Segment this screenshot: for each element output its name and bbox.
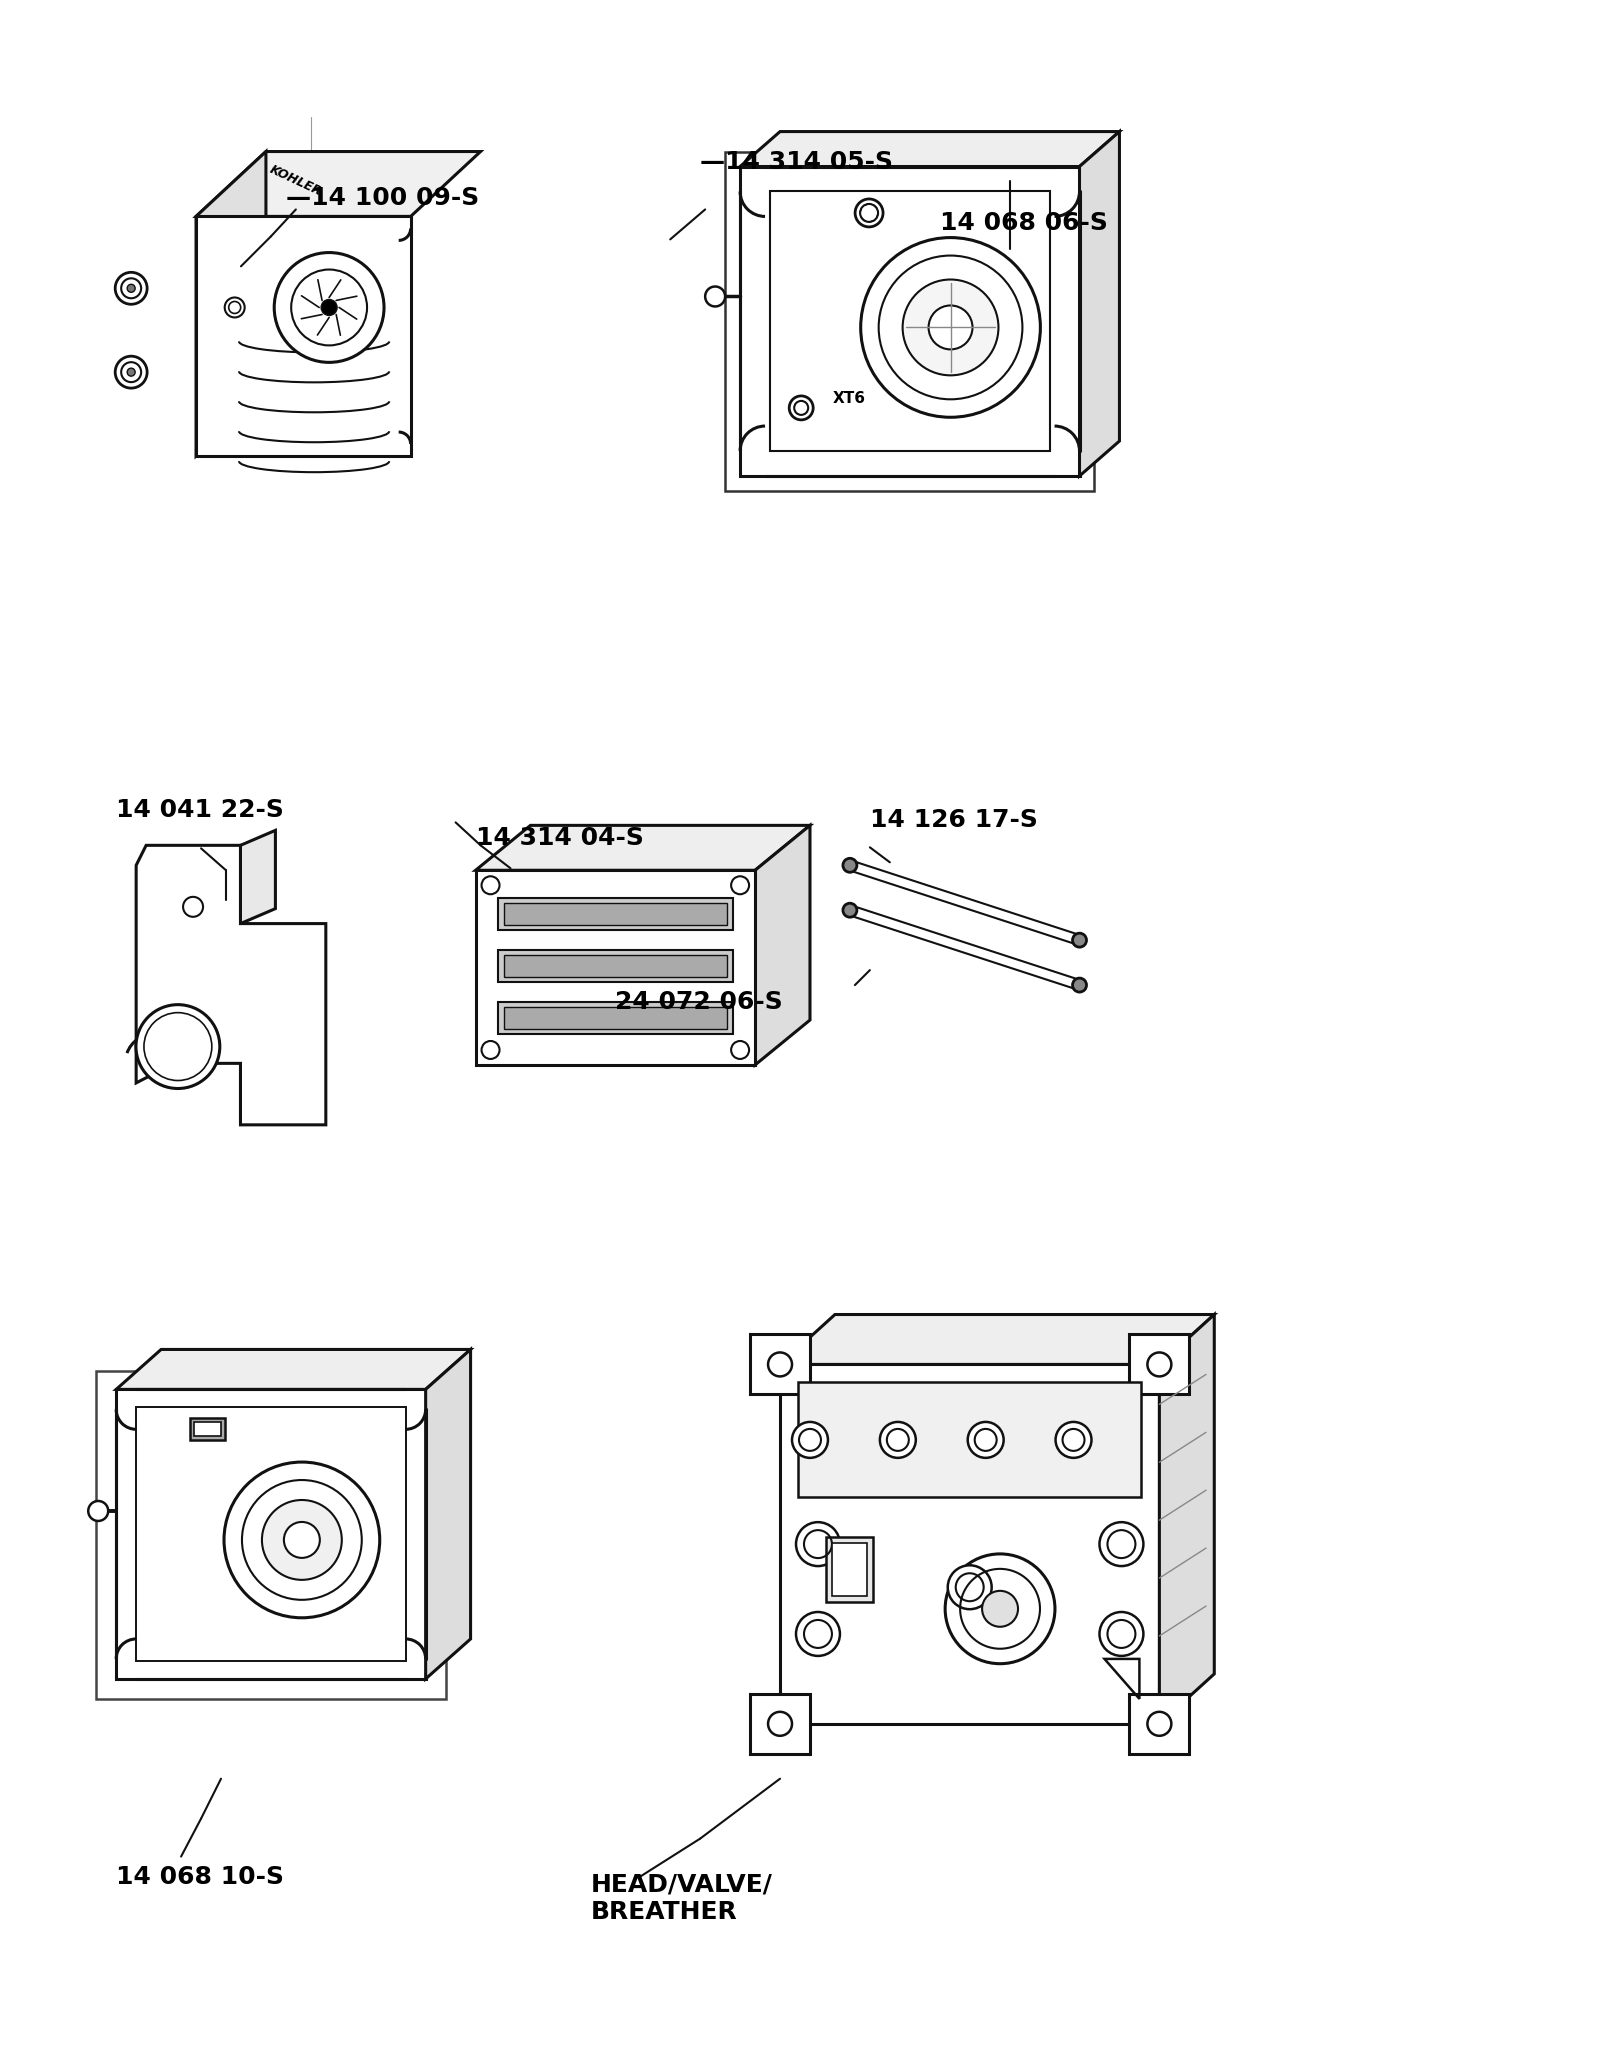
Bar [190, 1418, 226, 1441]
Polygon shape [197, 151, 266, 455]
Text: 14 314 04-S: 14 314 04-S [475, 826, 643, 851]
Circle shape [1099, 1521, 1144, 1567]
Circle shape [126, 368, 134, 377]
Bar [725, 151, 1094, 491]
Polygon shape [741, 166, 1080, 476]
Circle shape [902, 279, 998, 375]
Circle shape [947, 1565, 992, 1608]
Circle shape [982, 1592, 1018, 1627]
Circle shape [789, 395, 813, 420]
Circle shape [843, 903, 858, 917]
Circle shape [928, 306, 973, 350]
Polygon shape [781, 1314, 1214, 1364]
Polygon shape [475, 826, 810, 869]
Circle shape [792, 1422, 827, 1457]
Circle shape [1147, 1712, 1171, 1737]
Text: 14 068 10-S: 14 068 10-S [117, 1865, 285, 1888]
Text: —14 100 09-S: —14 100 09-S [286, 186, 478, 211]
Polygon shape [197, 151, 480, 217]
Bar [504, 1006, 726, 1029]
Circle shape [224, 1461, 379, 1619]
Text: 14 041 22-S: 14 041 22-S [117, 799, 285, 822]
Circle shape [1056, 1422, 1091, 1457]
Text: —14 314 05-S: —14 314 05-S [701, 149, 893, 174]
Polygon shape [755, 826, 810, 1064]
Polygon shape [750, 1693, 810, 1753]
Bar [504, 903, 726, 925]
Polygon shape [136, 845, 326, 1124]
Text: XT6: XT6 [832, 391, 866, 406]
Circle shape [1072, 934, 1086, 948]
Circle shape [291, 269, 366, 346]
Polygon shape [1130, 1693, 1189, 1753]
Text: KOHLER: KOHLER [267, 164, 323, 199]
Circle shape [1099, 1613, 1144, 1656]
Bar [498, 1002, 733, 1035]
Circle shape [482, 1041, 499, 1060]
Circle shape [115, 273, 147, 304]
Bar [798, 1383, 1141, 1497]
Polygon shape [1080, 132, 1120, 476]
Circle shape [946, 1555, 1054, 1664]
Polygon shape [117, 1389, 426, 1679]
Circle shape [224, 298, 245, 317]
Polygon shape [848, 905, 1082, 989]
Circle shape [843, 859, 858, 871]
Circle shape [968, 1422, 1003, 1457]
Circle shape [768, 1352, 792, 1377]
Polygon shape [741, 132, 1120, 166]
Text: 14 068 06-S: 14 068 06-S [939, 211, 1107, 236]
Polygon shape [1130, 1335, 1189, 1395]
Circle shape [126, 284, 134, 292]
Bar [504, 954, 726, 977]
Polygon shape [848, 861, 1082, 944]
Bar [498, 898, 733, 929]
Circle shape [861, 238, 1040, 418]
Circle shape [274, 253, 384, 362]
Circle shape [115, 356, 147, 389]
Bar [195, 1422, 221, 1437]
Text: 14 126 17-S: 14 126 17-S [870, 809, 1038, 832]
Circle shape [136, 1004, 219, 1089]
Polygon shape [197, 217, 411, 455]
Polygon shape [475, 869, 755, 1064]
Circle shape [262, 1501, 342, 1579]
Circle shape [731, 876, 749, 894]
Circle shape [322, 300, 338, 315]
Bar [826, 1536, 874, 1602]
Circle shape [706, 286, 725, 306]
Bar [498, 950, 733, 981]
Bar [832, 1542, 867, 1596]
Circle shape [283, 1521, 320, 1559]
Circle shape [797, 1521, 840, 1567]
Polygon shape [1160, 1314, 1214, 1724]
Text: 24 072 06-S: 24 072 06-S [616, 989, 782, 1014]
Polygon shape [750, 1335, 810, 1395]
Circle shape [1147, 1352, 1171, 1377]
Circle shape [768, 1712, 792, 1737]
Polygon shape [117, 1350, 470, 1389]
Circle shape [1072, 979, 1086, 992]
Polygon shape [240, 830, 275, 923]
Circle shape [88, 1501, 109, 1521]
Polygon shape [426, 1350, 470, 1679]
Polygon shape [781, 1364, 1160, 1724]
Bar [96, 1372, 446, 1699]
Circle shape [482, 876, 499, 894]
Circle shape [854, 199, 883, 228]
Text: HEAD/VALVE/
BREATHER: HEAD/VALVE/ BREATHER [590, 1873, 773, 1925]
Circle shape [880, 1422, 915, 1457]
Circle shape [797, 1613, 840, 1656]
Circle shape [731, 1041, 749, 1060]
